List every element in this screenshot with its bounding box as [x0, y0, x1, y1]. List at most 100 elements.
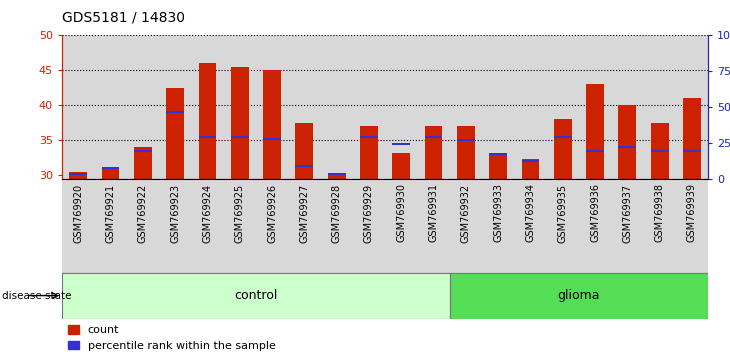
Text: GDS5181 / 14830: GDS5181 / 14830	[62, 11, 185, 25]
Text: GSM769930: GSM769930	[396, 183, 406, 242]
Bar	[231, 67, 249, 179]
Bar	[676, 179, 708, 273]
Bar	[644, 179, 676, 273]
Bar	[101, 167, 120, 179]
Bar	[101, 166, 120, 169]
Bar	[521, 159, 539, 179]
Bar	[618, 146, 637, 148]
Bar	[320, 35, 353, 179]
Bar	[554, 119, 572, 179]
Bar	[418, 35, 450, 179]
Bar	[514, 179, 547, 273]
Bar	[514, 35, 547, 179]
Text: GSM769923: GSM769923	[170, 183, 180, 242]
Bar	[579, 179, 611, 273]
Text: GSM769927: GSM769927	[299, 183, 310, 243]
Bar	[392, 153, 410, 179]
Bar	[385, 35, 418, 179]
Text: disease state: disease state	[2, 291, 72, 301]
Text: GSM769928: GSM769928	[331, 183, 342, 242]
Bar	[231, 136, 249, 138]
Bar	[618, 105, 637, 179]
Bar	[457, 139, 475, 141]
Bar	[288, 35, 320, 179]
Text: GSM769929: GSM769929	[364, 183, 374, 242]
Bar	[353, 35, 385, 179]
Bar	[611, 35, 644, 179]
Bar	[288, 179, 320, 273]
Bar	[127, 179, 159, 273]
Bar	[586, 84, 604, 179]
Bar	[256, 179, 288, 273]
Bar	[650, 150, 669, 152]
Bar	[223, 35, 256, 179]
Bar	[328, 173, 345, 179]
Bar	[611, 179, 644, 273]
Bar	[676, 35, 708, 179]
Bar	[547, 179, 579, 273]
Text: GSM769920: GSM769920	[73, 183, 83, 242]
Text: GSM769932: GSM769932	[461, 183, 471, 242]
Bar	[166, 111, 184, 113]
Bar	[360, 126, 378, 179]
Bar	[320, 179, 353, 273]
Bar	[94, 35, 127, 179]
Bar	[127, 35, 159, 179]
Bar	[450, 179, 482, 273]
Bar	[360, 136, 378, 138]
Legend: count, percentile rank within the sample: count, percentile rank within the sample	[68, 325, 275, 351]
Bar	[69, 172, 87, 179]
Bar	[489, 154, 507, 179]
Text: GSM769921: GSM769921	[106, 183, 115, 242]
Text: GSM769931: GSM769931	[429, 183, 439, 242]
Bar	[644, 35, 676, 179]
Bar	[328, 173, 345, 175]
Text: GSM769934: GSM769934	[526, 183, 535, 242]
Bar	[191, 35, 223, 179]
Bar	[296, 165, 313, 167]
Bar	[256, 35, 288, 179]
Text: glioma: glioma	[558, 289, 600, 302]
Bar	[296, 123, 313, 179]
Text: GSM769937: GSM769937	[623, 183, 632, 242]
Bar	[191, 179, 223, 273]
Bar	[482, 35, 514, 179]
Bar	[134, 147, 152, 179]
Bar	[521, 160, 539, 162]
Text: GSM769926: GSM769926	[267, 183, 277, 242]
Bar	[650, 123, 669, 179]
Text: GSM769925: GSM769925	[235, 183, 245, 243]
Bar	[482, 179, 514, 273]
Bar	[263, 70, 281, 179]
Bar	[385, 179, 418, 273]
Text: GSM769936: GSM769936	[590, 183, 600, 242]
Bar	[425, 126, 442, 179]
Bar	[69, 173, 87, 175]
Text: control: control	[234, 289, 277, 302]
Bar	[450, 35, 482, 179]
Bar	[418, 179, 450, 273]
Bar	[159, 35, 191, 179]
Bar	[134, 150, 152, 152]
Bar	[62, 179, 94, 273]
Bar	[425, 136, 442, 138]
Bar	[683, 150, 701, 152]
Text: GSM769938: GSM769938	[655, 183, 664, 242]
Bar	[223, 179, 256, 273]
Bar	[166, 88, 184, 179]
Text: GSM769935: GSM769935	[558, 183, 568, 242]
Bar	[489, 153, 507, 155]
Bar	[353, 179, 385, 273]
Bar	[199, 136, 216, 138]
Bar	[199, 63, 216, 179]
FancyBboxPatch shape	[450, 273, 708, 319]
Text: GSM769922: GSM769922	[138, 183, 147, 243]
Bar	[263, 138, 281, 140]
Text: GSM769939: GSM769939	[687, 183, 697, 242]
Bar	[457, 126, 475, 179]
Text: GSM769933: GSM769933	[493, 183, 503, 242]
FancyBboxPatch shape	[62, 273, 450, 319]
Bar	[683, 98, 701, 179]
Text: GSM769924: GSM769924	[202, 183, 212, 242]
Bar	[62, 35, 94, 179]
